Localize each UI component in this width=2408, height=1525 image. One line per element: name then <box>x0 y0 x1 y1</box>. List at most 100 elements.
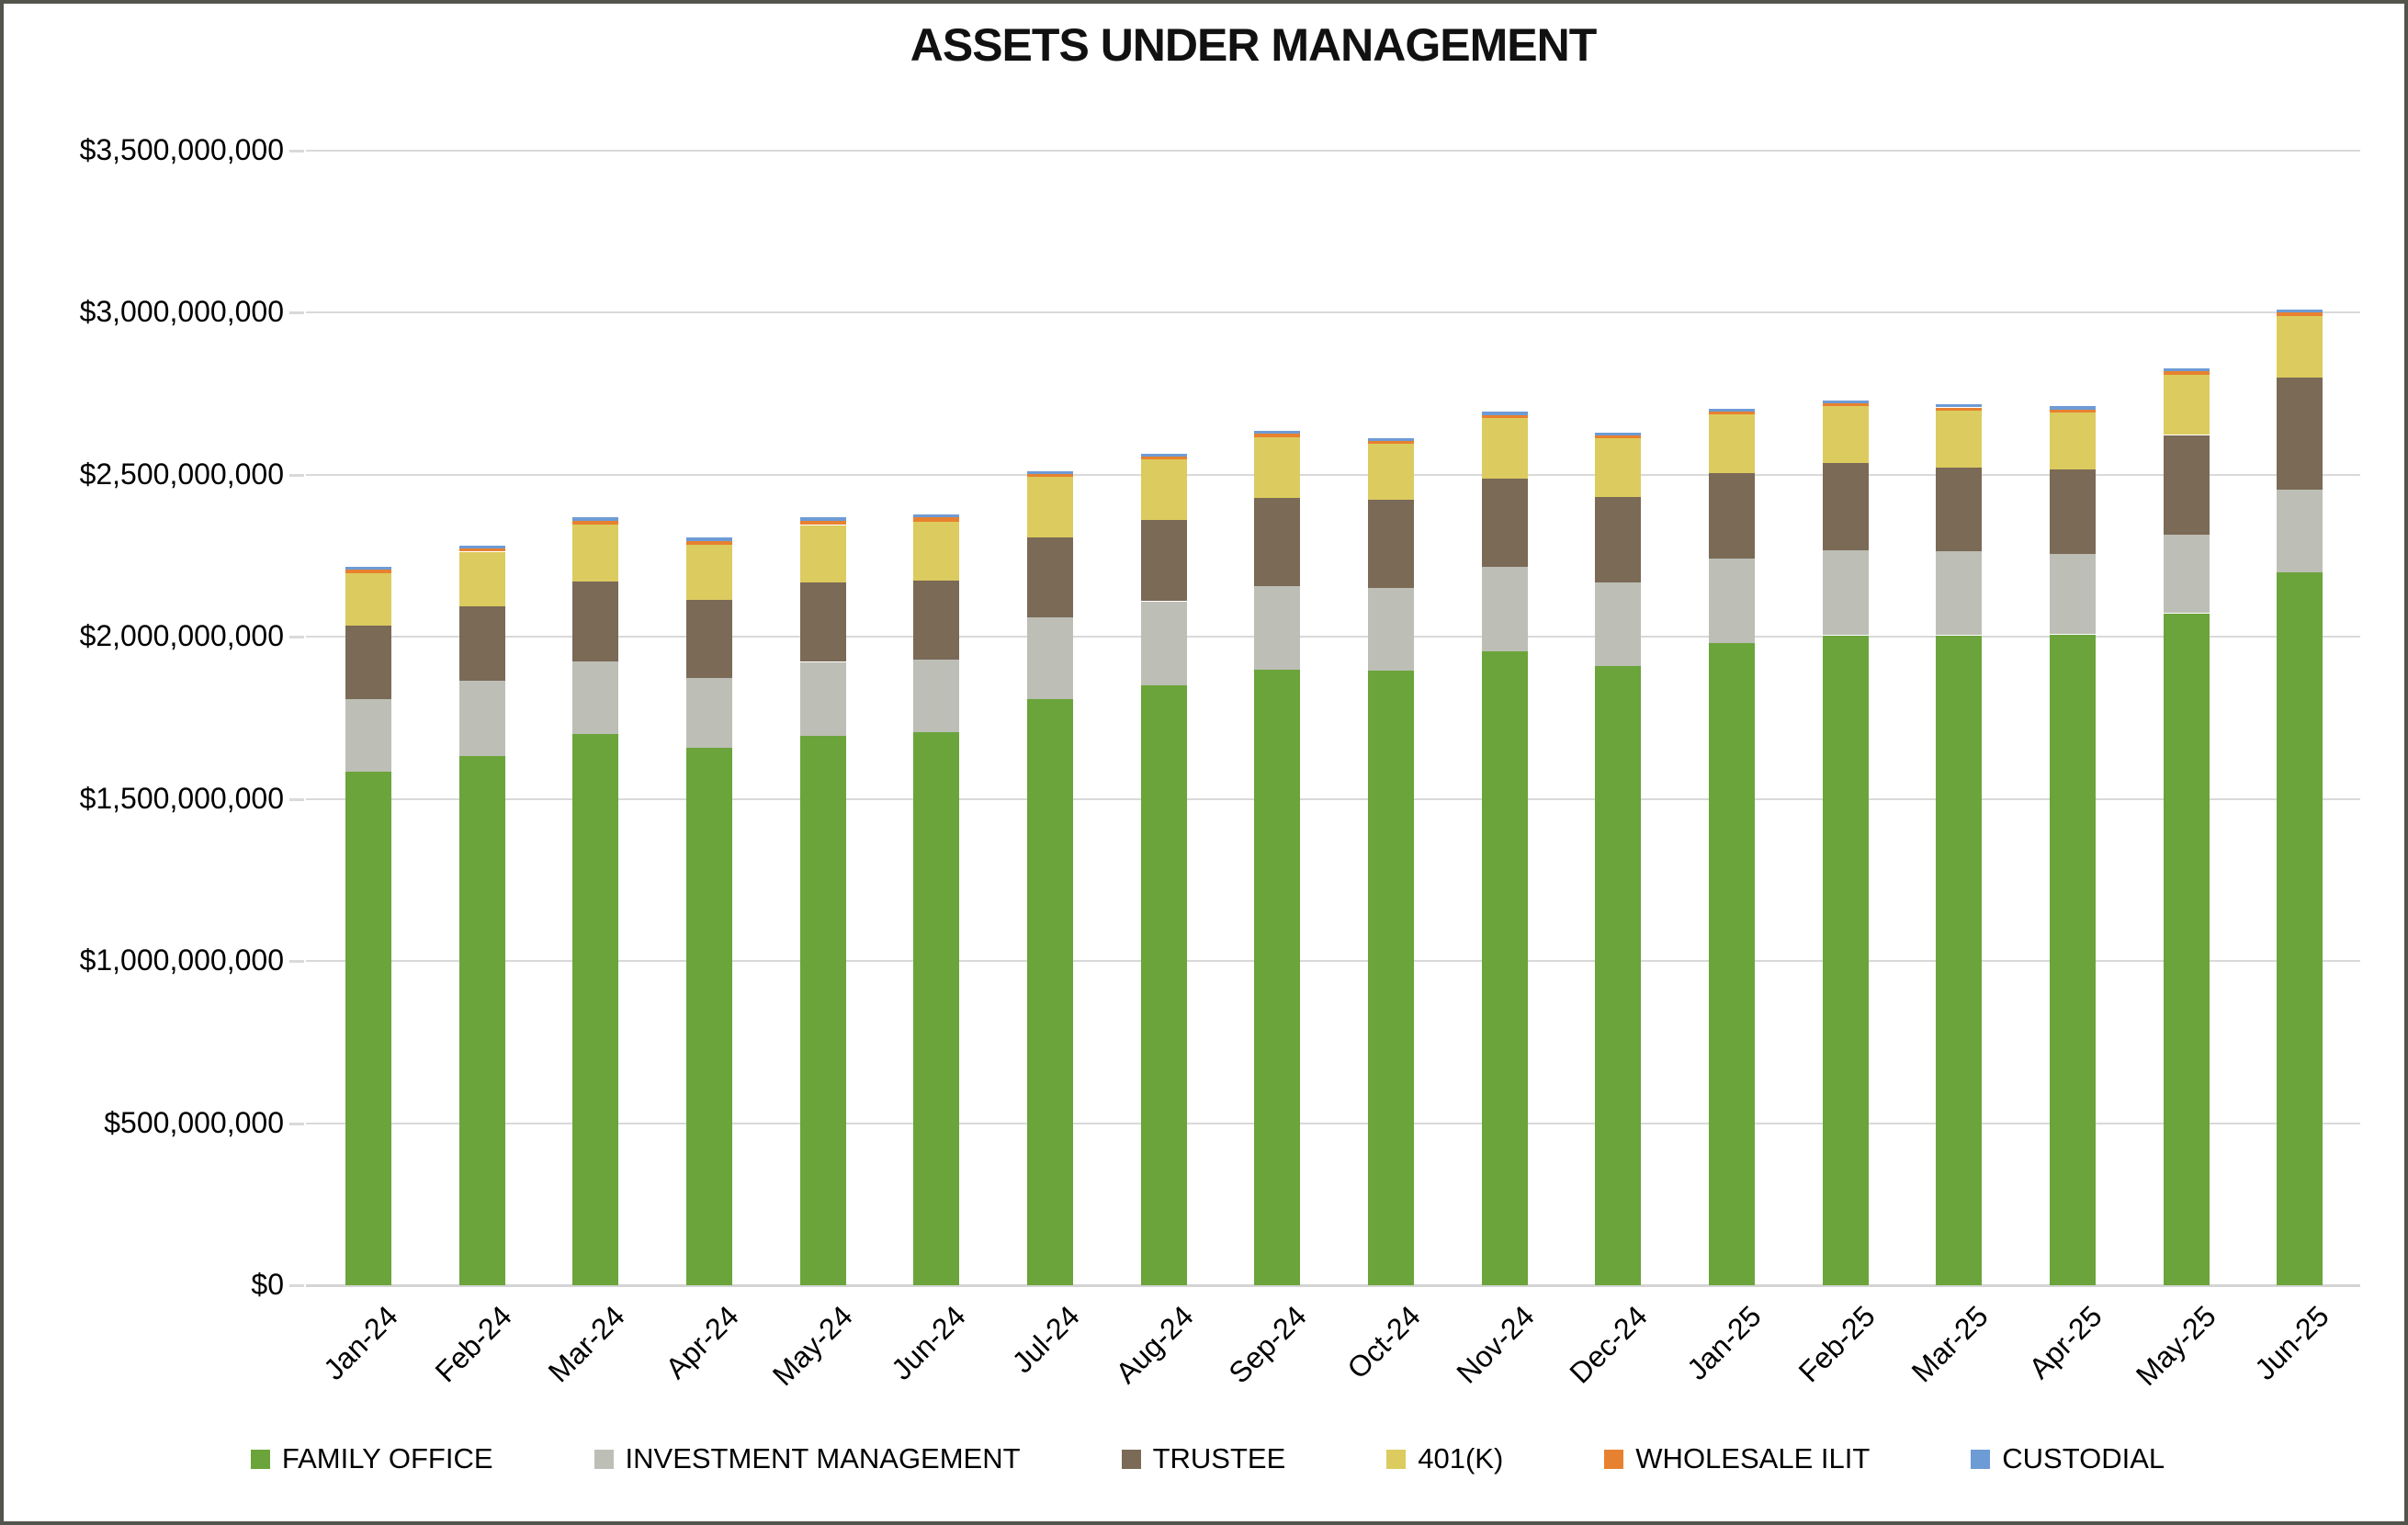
legend-swatch-icon <box>1971 1449 1991 1469</box>
bar-segment-investment-management-oct-24 <box>1367 587 1414 672</box>
y-axis-tick <box>289 960 304 964</box>
bar-segment-401-k--jan-25 <box>1708 414 1755 474</box>
bar-segment-401-k--may-24 <box>799 525 846 582</box>
bar-segment-family-office-sep-24 <box>1254 670 1301 1285</box>
chart-title: ASSETS UNDER MANAGEMENT <box>910 19 1597 71</box>
bar-segment-wholesale-ilit-sep-24 <box>1254 434 1301 437</box>
bar-segment-investment-management-mar-24 <box>572 661 619 735</box>
bar-segment-custodial-sep-24 <box>1254 431 1301 435</box>
legend-label: 401(K) <box>1418 1442 1504 1474</box>
bar-segment-family-office-apr-25 <box>2049 634 2096 1285</box>
bar-segment-401-k--mar-24 <box>572 525 619 582</box>
x-axis-line <box>306 1284 2360 1287</box>
legend-label: WHOLESALE ILIT <box>1635 1442 1871 1474</box>
y-axis-label: $1,000,000,000 <box>79 943 284 977</box>
bar-segment-family-office-dec-24 <box>1595 666 1642 1285</box>
gridline <box>306 636 2360 638</box>
bar-segment-wholesale-ilit-jun-24 <box>913 517 960 522</box>
bar-segment-wholesale-ilit-jan-25 <box>1708 412 1755 415</box>
y-axis-tick <box>289 1122 304 1125</box>
bar-segment-custodial-aug-24 <box>1140 453 1187 457</box>
bar-segment-investment-management-sep-24 <box>1254 585 1301 671</box>
bar-segment-trustee-nov-24 <box>1481 478 1528 567</box>
bar-segment-custodial-nov-24 <box>1481 412 1528 415</box>
y-axis-tick <box>289 636 304 639</box>
bar-segment-custodial-may-24 <box>799 517 846 522</box>
bar-segment-custodial-mar-25 <box>1936 404 1983 408</box>
bar-segment-trustee-feb-25 <box>1822 463 1869 551</box>
bar-segment-wholesale-ilit-oct-24 <box>1367 440 1414 444</box>
bar-segment-trustee-jun-25 <box>2277 377 2323 490</box>
legend-swatch-icon <box>594 1449 614 1469</box>
y-axis-tick <box>289 473 304 477</box>
legend-swatch-icon <box>1121 1449 1141 1469</box>
bar-segment-family-office-nov-24 <box>1481 651 1528 1285</box>
bar-segment-401-k--feb-24 <box>458 551 505 607</box>
y-axis-label: $3,500,000,000 <box>79 133 284 166</box>
bar-segment-trustee-dec-24 <box>1595 497 1642 582</box>
bar-segment-trustee-may-25 <box>2163 435 2210 535</box>
bar-segment-wholesale-ilit-apr-25 <box>2049 409 2096 412</box>
bar-segment-trustee-apr-24 <box>685 599 732 679</box>
bar-segment-wholesale-ilit-feb-25 <box>1822 402 1869 407</box>
bar-segment-custodial-apr-24 <box>685 537 732 542</box>
bar-segment-401-k--mar-25 <box>1936 411 1983 468</box>
bar-segment-custodial-feb-25 <box>1822 400 1869 403</box>
bar-segment-investment-management-apr-25 <box>2049 554 2096 635</box>
bar-segment-wholesale-ilit-mar-24 <box>572 521 619 525</box>
bar-segment-wholesale-ilit-mar-25 <box>1936 407 1983 411</box>
bar-segment-401-k--nov-24 <box>1481 418 1528 479</box>
bar-segment-401-k--jun-24 <box>913 522 960 581</box>
bar-segment-family-office-aug-24 <box>1140 684 1187 1285</box>
legend-label: TRUSTEE <box>1152 1442 1286 1474</box>
bar-segment-investment-management-jan-24 <box>345 699 391 772</box>
bar-segment-wholesale-ilit-may-24 <box>799 521 846 525</box>
bar-segment-family-office-jan-25 <box>1708 642 1755 1285</box>
bar-segment-wholesale-ilit-jun-25 <box>2277 312 2323 316</box>
bar-segment-401-k--may-25 <box>2163 374 2210 435</box>
bar-segment-family-office-oct-24 <box>1367 671 1414 1285</box>
legend-swatch-icon <box>250 1449 270 1469</box>
bar-segment-investment-management-may-25 <box>2163 534 2210 614</box>
bar-segment-family-office-mar-24 <box>572 734 619 1285</box>
bar-segment-trustee-jul-24 <box>1026 537 1073 618</box>
legend-item-401-k-: 401(K) <box>1386 1442 1503 1475</box>
y-axis-tick <box>289 311 304 315</box>
gridline <box>306 797 2360 800</box>
bar-segment-custodial-dec-24 <box>1595 433 1642 436</box>
bar-segment-trustee-may-24 <box>799 582 846 662</box>
bar-segment-trustee-jun-24 <box>913 580 960 660</box>
bar-segment-custodial-jan-25 <box>1708 408 1755 412</box>
bar-segment-family-office-may-25 <box>2163 613 2210 1285</box>
y-axis-tick <box>289 150 304 152</box>
bar-segment-custodial-jun-24 <box>913 514 960 518</box>
gridline <box>306 150 2360 152</box>
legend-item-family-office: FAMILY OFFICE <box>250 1442 493 1475</box>
bar-segment-investment-management-may-24 <box>799 661 846 736</box>
bar-segment-401-k--apr-24 <box>685 544 732 600</box>
bar-segment-investment-management-feb-24 <box>458 681 505 757</box>
bar-segment-401-k--jul-24 <box>1026 477 1073 538</box>
gridline <box>306 473 2360 476</box>
bar-segment-trustee-jan-24 <box>345 625 391 700</box>
y-axis-label: $1,500,000,000 <box>79 781 284 815</box>
bar-segment-trustee-feb-24 <box>458 606 505 682</box>
legend-label: INVESTMENT MANAGEMENT <box>625 1442 1021 1474</box>
bar-segment-family-office-apr-24 <box>685 748 732 1285</box>
legend-label: CUSTODIAL <box>2002 1442 2165 1474</box>
bar-segment-401-k--sep-24 <box>1254 436 1301 499</box>
gridline <box>306 311 2360 314</box>
y-axis-label: $2,000,000,000 <box>79 619 284 653</box>
bar-segment-custodial-apr-25 <box>2049 406 2096 410</box>
bar-segment-401-k--jan-24 <box>345 572 391 626</box>
chart-legend: FAMILY OFFICE INVESTMENT MANAGEMENT TRUSTE… <box>4 1442 2404 1475</box>
bar-segment-401-k--jun-25 <box>2277 315 2323 378</box>
bar-segment-family-office-mar-25 <box>1936 635 1983 1285</box>
bar-segment-custodial-jul-24 <box>1026 471 1073 475</box>
bar-segment-trustee-mar-24 <box>572 582 619 661</box>
legend-item-wholesale-ilit: WHOLESALE ILIT <box>1604 1442 1870 1475</box>
bar-segment-investment-management-jun-24 <box>913 659 960 733</box>
bar-segment-401-k--dec-24 <box>1595 438 1642 498</box>
legend-item-trustee: TRUSTEE <box>1121 1442 1286 1475</box>
